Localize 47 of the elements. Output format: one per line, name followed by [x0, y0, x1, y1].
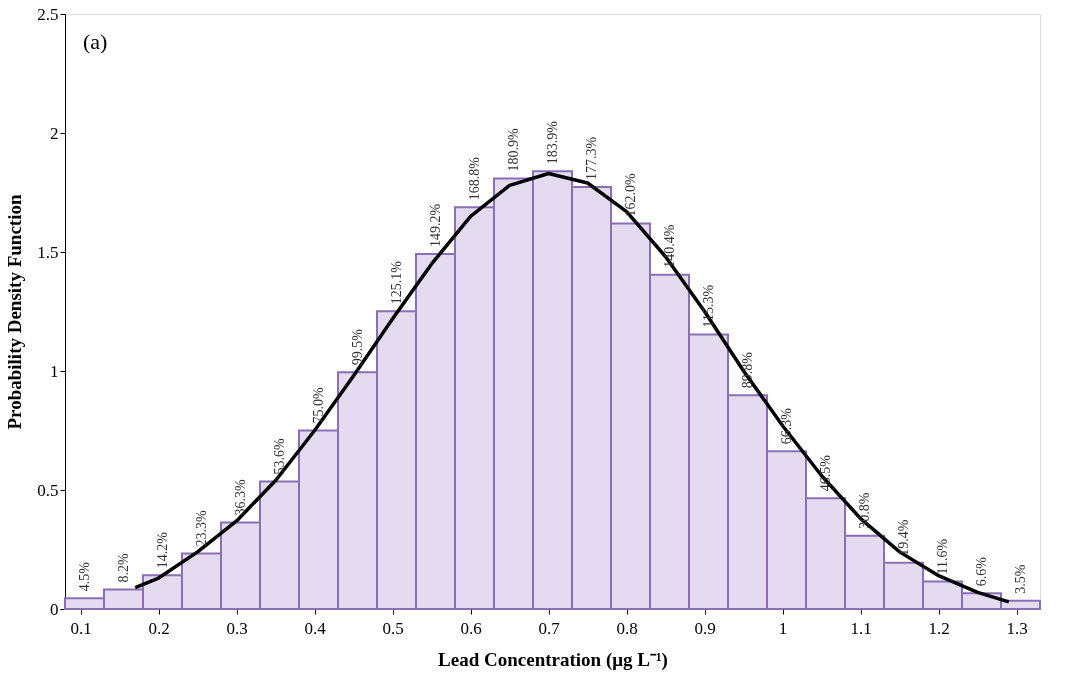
data-label: 125.1%: [388, 260, 404, 305]
data-label: 3.5%: [1012, 564, 1028, 594]
data-label: 8.2%: [115, 552, 131, 583]
y-tick-label: 1.5: [37, 242, 59, 262]
data-label: 23.3%: [193, 510, 209, 547]
data-label: 89.8%: [739, 351, 755, 389]
x-tick-label: 0.7: [538, 618, 561, 638]
data-label: 46.5%: [817, 454, 833, 492]
x-tick-label: 0.4: [304, 618, 327, 638]
y-axis-title: Probability Density Function: [4, 194, 26, 430]
x-tick-label: 0.6: [460, 618, 482, 638]
data-label: 19.4%: [895, 519, 911, 556]
y-tick-label: 2: [50, 123, 59, 143]
data-label: 140.4%: [661, 224, 677, 268]
data-label: 149.2%: [427, 203, 443, 247]
x-tick-label: 1: [778, 618, 788, 638]
data-label: 162.0%: [622, 172, 638, 217]
data-label: 36.3%: [232, 479, 248, 516]
x-tick-label: 0.1: [70, 618, 92, 638]
y-tick-label: 0.5: [37, 480, 59, 500]
x-tick-label: 0.2: [148, 618, 170, 638]
data-label: 75.0%: [310, 387, 326, 424]
data-label: 168.8%: [466, 156, 482, 201]
data-label: 14.2%: [154, 531, 170, 569]
data-label: 177.3%: [583, 136, 599, 181]
data-label: 183.9%: [544, 120, 560, 165]
data-label: 115.3%: [700, 284, 716, 328]
x-tick-label: 0.9: [694, 618, 716, 638]
data-label: 53.6%: [271, 437, 287, 475]
data-label: 30.8%: [856, 492, 872, 529]
y-tick-label: 1: [50, 361, 59, 381]
y-tick-label: 0: [50, 599, 59, 619]
y-tick-label: 2.5: [37, 4, 59, 24]
annotation: (a): [83, 29, 108, 54]
x-axis-title: Lead Concentration (μg L⁻¹): [438, 648, 668, 671]
data-label: 99.5%: [349, 328, 365, 366]
x-tick-label: 1.1: [850, 618, 872, 638]
data-label: 180.9%: [505, 127, 521, 172]
x-tick-label: 1.2: [928, 618, 950, 638]
x-tick-label: 0.5: [382, 618, 404, 638]
data-label: 11.6%: [934, 538, 950, 575]
x-tick-label: 1.3: [1006, 618, 1028, 638]
data-label: 4.5%: [76, 561, 92, 592]
x-tick-label: 0.8: [616, 618, 638, 638]
x-tick-label: 0.3: [226, 618, 248, 638]
data-label: 6.6%: [973, 556, 989, 587]
data-label: 66.3%: [778, 407, 794, 445]
